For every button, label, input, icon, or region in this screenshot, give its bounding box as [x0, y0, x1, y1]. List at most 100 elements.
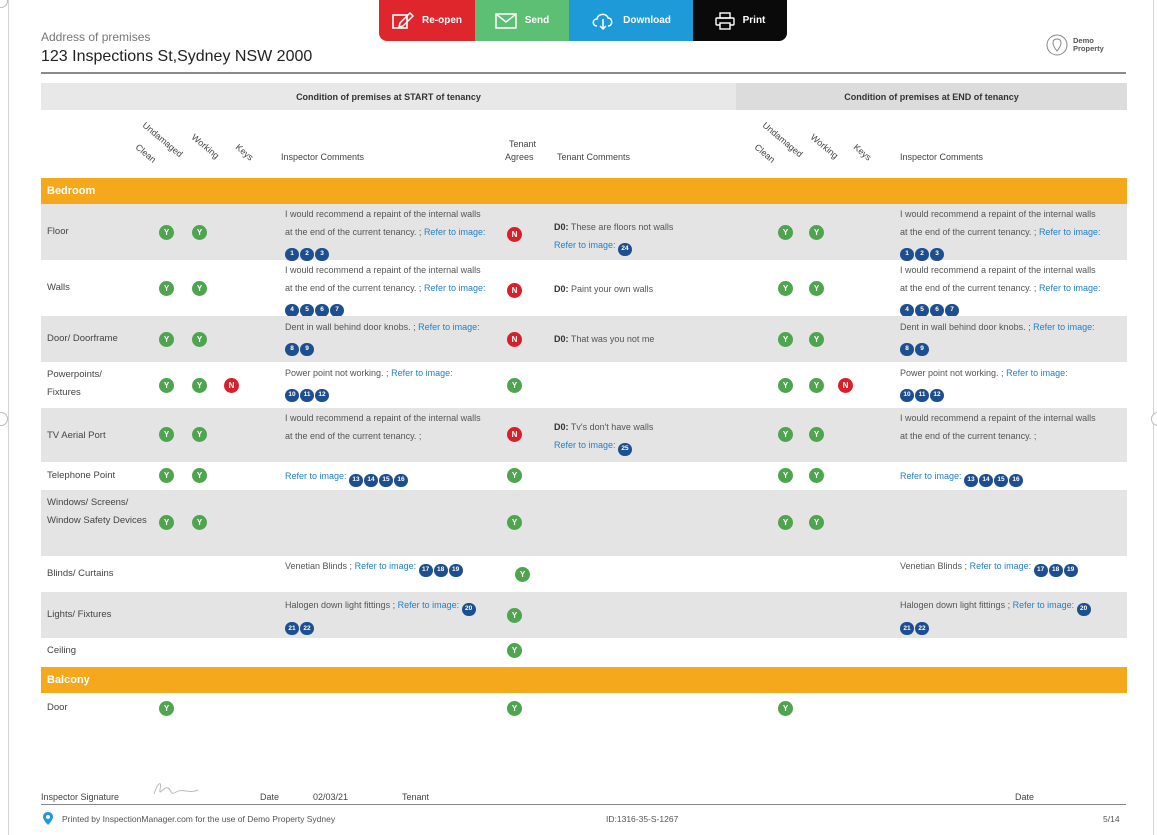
action-toolbar: Re-open Send Download Print [379, 0, 787, 41]
clean-yes-badge: Y [159, 332, 174, 347]
image-ref-badge[interactable]: 11 [915, 388, 929, 402]
download-button[interactable]: Download [569, 0, 693, 41]
image-ref-badge[interactable]: 4 [285, 303, 299, 317]
image-ref-badge[interactable]: 20 [1076, 602, 1091, 616]
image-ref-badge[interactable]: 25 [618, 442, 633, 456]
image-ref-badge[interactable]: 1 [900, 247, 914, 261]
tenant-agrees-no-badge: N [507, 283, 522, 298]
image-ref-badge[interactable]: 10 [900, 388, 914, 402]
image-ref-badge[interactable]: 18 [433, 563, 448, 577]
image-ref-badge[interactable]: 9 [915, 342, 929, 356]
tenant-comment: D0: Tv's don't have walls Refer to image… [554, 418, 734, 456]
print-button[interactable]: Print [693, 0, 787, 41]
refer-to-image-link[interactable]: Refer to image: [285, 471, 347, 481]
group-header-bedroom: Bedroom [41, 178, 1127, 204]
comment-text: Power point not working. ; [285, 368, 389, 378]
page-number: 5/14 [1103, 814, 1120, 824]
image-ref-badge[interactable]: 2 [300, 247, 314, 261]
page-side-handle-left [0, 412, 8, 426]
refer-to-image-link[interactable]: Refer to image: [1012, 600, 1075, 610]
inspector-comment-end: Halogen down light fittings ; Refer to i… [900, 596, 1095, 635]
image-ref-badge[interactable]: 12 [930, 388, 944, 402]
undamaged-yes-badge: Y [809, 332, 824, 347]
image-ref-badge[interactable]: 12 [315, 388, 329, 402]
row-label: Ceiling [47, 645, 77, 656]
inspector-comment-end: Refer to image: 13 14 15 16 [900, 467, 1105, 487]
image-ref-badge[interactable]: 6 [930, 303, 944, 317]
image-ref-badge[interactable]: 21 [285, 622, 299, 635]
refer-to-image-link[interactable]: Refer to image: [1038, 227, 1101, 237]
image-ref-badge[interactable]: 18 [1048, 563, 1063, 577]
location-pin-logo-icon [1046, 34, 1068, 56]
clean-yes-badge: Y [159, 378, 174, 393]
comment-text: Venetian Blinds ; [900, 561, 968, 571]
page-edge-left [8, 0, 9, 835]
image-ref-badge[interactable]: 21 [900, 622, 914, 635]
col-clean-end: Clean [752, 142, 778, 165]
tenant-comment: D0: That was you not me [554, 330, 734, 348]
refer-to-image-link[interactable]: Refer to image: [418, 322, 480, 332]
image-ref-badge[interactable]: 3 [930, 247, 944, 261]
clean-yes-badge: Y [778, 225, 793, 240]
image-ref-badge[interactable]: 5 [915, 303, 929, 317]
image-ref-badge[interactable]: 10 [285, 388, 299, 402]
image-ref-badge[interactable]: 13 [964, 473, 979, 487]
refer-to-image-link[interactable]: Refer to image: [1033, 322, 1095, 332]
image-ref-badge[interactable]: 14 [364, 473, 379, 487]
send-label: Send [524, 15, 550, 26]
image-ref-badge[interactable]: 3 [315, 247, 329, 261]
clean-yes-badge: Y [159, 701, 174, 716]
table-row: Walls Y Y I would recommend a repaint of… [41, 260, 1127, 317]
inspector-comment-end: I would recommend a repaint of the inter… [900, 205, 1105, 261]
image-ref-badge[interactable]: 7 [330, 303, 344, 317]
image-ref-badge[interactable]: 9 [300, 342, 314, 356]
image-ref-badge[interactable]: 1 [285, 247, 299, 261]
edit-icon [392, 11, 414, 29]
end-tenancy-header: Condition of premises at END of tenancy [736, 83, 1127, 110]
refer-to-image-link[interactable]: Refer to image: [397, 600, 460, 610]
image-ref-badge[interactable]: 17 [418, 563, 433, 577]
image-ref-badge[interactable]: 11 [300, 388, 314, 402]
refer-to-image-link[interactable]: Refer to image: [554, 240, 616, 250]
inspector-comment-end: I would recommend a repaint of the inter… [900, 409, 1105, 445]
undamaged-yes-badge: Y [192, 332, 207, 347]
table-row: Floor Y Y I would recommend a repaint of… [41, 204, 1127, 261]
image-ref-badge[interactable]: 6 [315, 303, 329, 317]
refer-to-image-link[interactable]: Refer to image: [900, 471, 962, 481]
image-ref-badge[interactable]: 2 [915, 247, 929, 261]
image-ref-badge[interactable]: 13 [349, 473, 364, 487]
image-ref-badge[interactable]: 16 [394, 473, 409, 487]
refer-to-image-link[interactable]: Refer to image: [423, 283, 486, 293]
table-row: Telephone Point Y Y Refer to image: 13 14… [41, 462, 1127, 490]
image-ref-badge[interactable]: 15 [994, 473, 1009, 487]
refer-to-image-link[interactable]: Refer to image: [423, 227, 486, 237]
image-ref-badge[interactable]: 17 [1033, 563, 1048, 577]
refer-to-image-link[interactable]: Refer to image: [969, 561, 1032, 571]
undamaged-yes-badge: Y [809, 427, 824, 442]
image-ref-badge[interactable]: 8 [285, 342, 299, 356]
clean-yes-badge: Y [778, 378, 793, 393]
refer-to-image-link[interactable]: Refer to image: [1038, 283, 1101, 293]
image-ref-badge[interactable]: 4 [900, 303, 914, 317]
image-ref-badge[interactable]: 7 [945, 303, 959, 317]
tenant-agrees-yes-badge: Y [507, 608, 522, 623]
image-ref-badge[interactable]: 22 [300, 622, 314, 635]
refer-to-image-link[interactable]: Refer to image: [391, 368, 453, 378]
inspector-comment-start: Halogen down light fittings ; Refer to i… [285, 596, 480, 635]
refer-to-image-link[interactable]: Refer to image: [1006, 368, 1068, 378]
image-ref-badge[interactable]: 14 [979, 473, 994, 487]
reopen-button[interactable]: Re-open [379, 0, 475, 41]
refer-to-image-link[interactable]: Refer to image: [554, 440, 616, 450]
image-ref-badge[interactable]: 20 [461, 602, 476, 616]
image-ref-badge[interactable]: 19 [448, 563, 463, 577]
image-ref-badge[interactable]: 16 [1009, 473, 1024, 487]
image-ref-badge[interactable]: 5 [300, 303, 314, 317]
image-ref-badge[interactable]: 24 [618, 242, 633, 256]
image-ref-badge[interactable]: 15 [379, 473, 394, 487]
image-ref-badge[interactable]: 22 [915, 622, 929, 635]
refer-to-image-link[interactable]: Refer to image: [354, 561, 417, 571]
image-ref-badge[interactable]: 8 [900, 342, 914, 356]
inspector-comment-end: Dent in wall behind door knobs. ; Refer … [900, 318, 1105, 356]
image-ref-badge[interactable]: 19 [1063, 563, 1078, 577]
send-button[interactable]: Send [475, 0, 569, 41]
